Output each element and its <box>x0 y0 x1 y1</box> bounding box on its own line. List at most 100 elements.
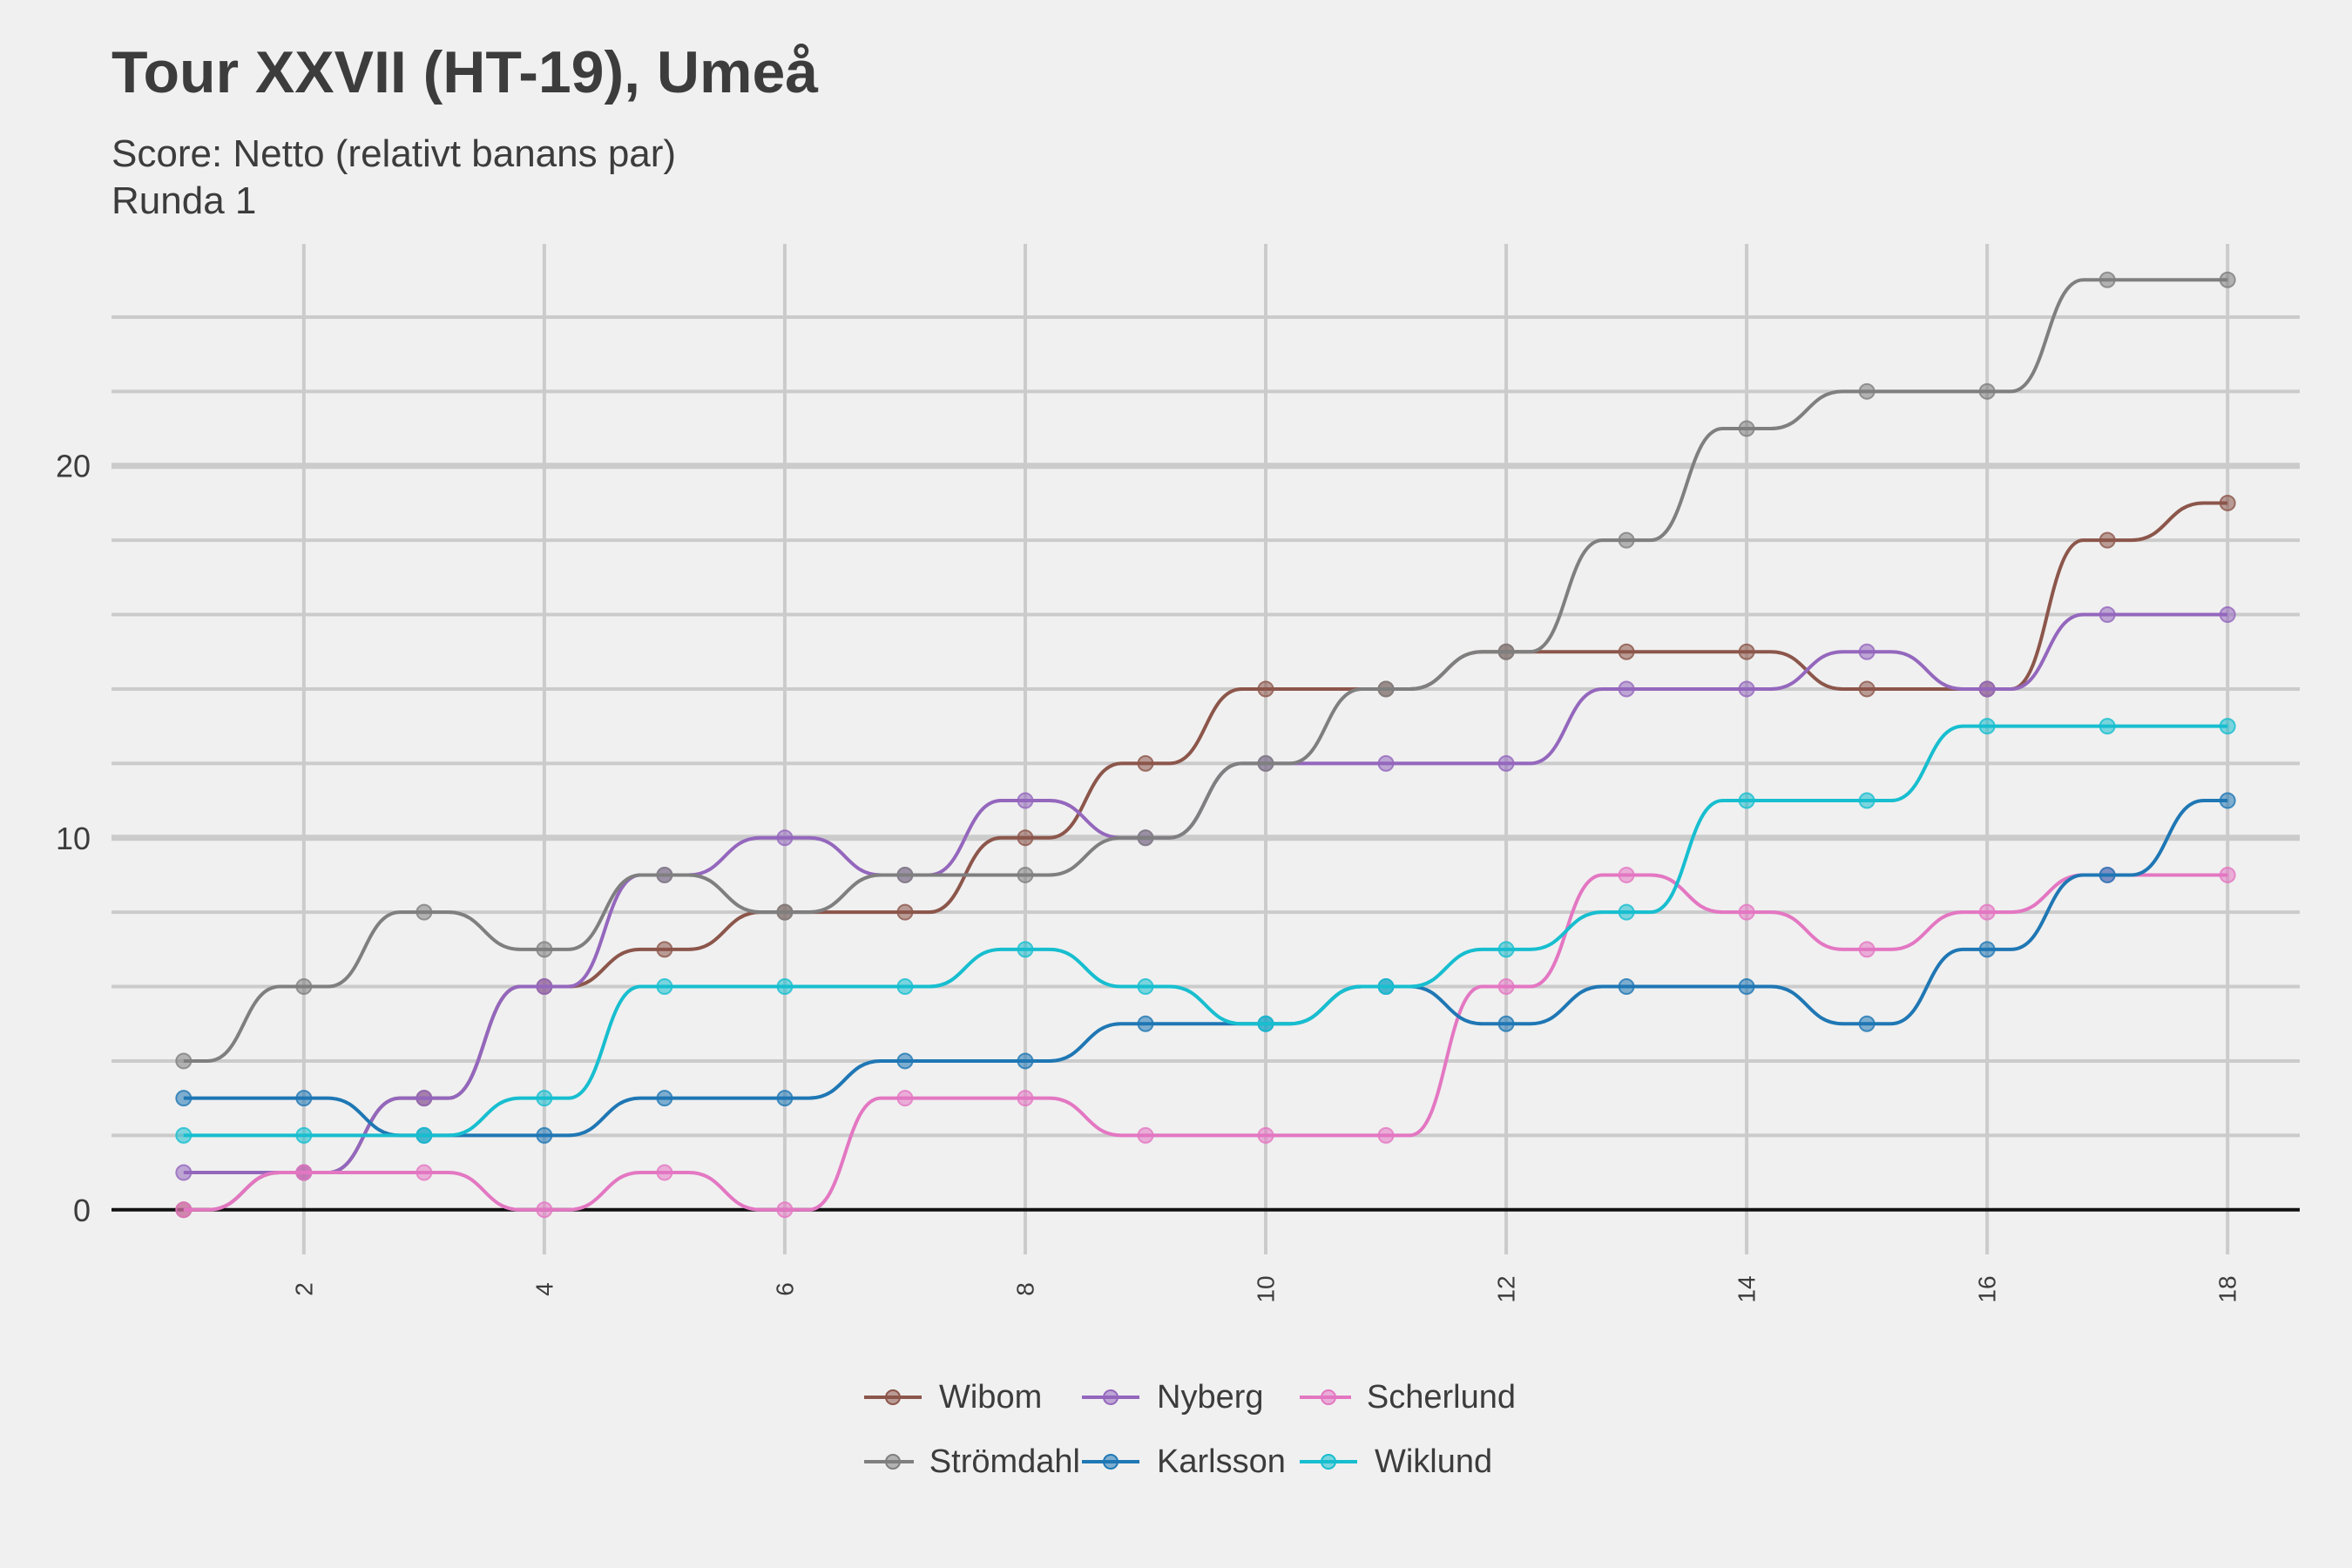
legend-label: Wiklund <box>1375 1443 1493 1480</box>
data-point <box>1017 829 1034 847</box>
data-point <box>175 1090 193 1107</box>
legend-label: Scherlund <box>1366 1378 1516 1416</box>
data-point <box>1618 680 1635 698</box>
chart-subtitle: Score: Netto (relativt banans par) Runda… <box>112 131 676 225</box>
data-point <box>896 866 914 883</box>
y-tick-label: 0 <box>73 1193 91 1228</box>
legend-item-strömdahl: Strömdahl <box>862 1441 1080 1483</box>
legend-label: Karlsson <box>1157 1443 1286 1480</box>
data-point <box>536 1126 553 1144</box>
data-point <box>1017 941 1034 958</box>
data-point <box>1738 978 1755 996</box>
data-point <box>2099 531 2116 549</box>
data-point <box>1257 1126 1274 1144</box>
data-point <box>1858 792 1876 809</box>
data-point <box>1497 754 1515 772</box>
x-tick-label: 16 <box>1974 1275 2001 1302</box>
data-point <box>1738 680 1755 698</box>
data-point <box>1017 1090 1034 1107</box>
legend-item-wiklund: Wiklund <box>1298 1441 1516 1483</box>
data-point <box>1377 1126 1395 1144</box>
series-line <box>183 724 2228 1138</box>
data-point <box>1738 903 1755 921</box>
data-point <box>416 1126 433 1144</box>
data-point <box>1618 978 1635 996</box>
x-tick-label: 18 <box>2214 1275 2241 1302</box>
data-point <box>2219 606 2236 624</box>
data-point <box>536 1201 553 1219</box>
data-point <box>175 1201 193 1219</box>
series-wiklund <box>175 718 2236 1144</box>
y-tick-label: 20 <box>56 449 91 484</box>
data-point <box>1377 754 1395 772</box>
data-point <box>536 1090 553 1107</box>
x-tick-label: 14 <box>1734 1275 1761 1302</box>
data-point <box>1137 829 1154 847</box>
data-point <box>1738 420 1755 437</box>
legend-item-scherlund: Scherlund <box>1298 1376 1516 1418</box>
legend-swatch <box>1082 1454 1139 1470</box>
subtitle-line-score: Score: Netto (relativt banans par) <box>112 132 677 175</box>
data-point <box>1257 754 1274 772</box>
data-point <box>536 941 553 958</box>
legend: Wibom Nyberg Scherlund Strömdahl Karlsson Wik… <box>862 1376 1516 1483</box>
data-point <box>2219 792 2236 809</box>
data-point <box>2219 718 2236 735</box>
legend-label: Wibom <box>939 1378 1043 1416</box>
data-point <box>2099 606 2116 624</box>
data-point <box>295 978 313 996</box>
data-point <box>1257 680 1274 698</box>
data-point <box>656 1164 673 1181</box>
data-point <box>1497 643 1515 660</box>
legend-item-karlsson: Karlsson <box>1080 1441 1298 1483</box>
grid-layer <box>112 244 2300 1254</box>
data-point <box>1738 643 1755 660</box>
data-point <box>1858 382 1876 400</box>
data-point <box>2219 271 2236 288</box>
data-point <box>776 903 794 921</box>
data-point <box>2099 866 2116 883</box>
data-point <box>656 866 673 883</box>
data-point <box>416 1090 433 1107</box>
legend-swatch <box>864 1454 914 1470</box>
data-point <box>1858 1015 1876 1032</box>
data-point <box>1377 680 1395 698</box>
data-point <box>1858 643 1876 660</box>
data-point <box>1978 680 1996 698</box>
x-tick-label: 2 <box>290 1282 317 1296</box>
legend-label: Nyberg <box>1157 1378 1264 1416</box>
data-point <box>1017 792 1034 809</box>
series-nyberg <box>175 606 2236 1181</box>
series-strömdahl <box>175 271 2236 1070</box>
data-point <box>1497 1015 1515 1032</box>
axis-layer: 0 10 20 2 4 6 8 10 12 14 16 18 <box>56 449 2300 1303</box>
legend-swatch <box>1300 1454 1357 1470</box>
subtitle-line-round: Runda 1 <box>112 179 257 222</box>
series-line <box>183 501 2228 1212</box>
data-point <box>295 1164 313 1181</box>
data-point <box>896 903 914 921</box>
data-point <box>1978 903 1996 921</box>
series-line <box>183 873 2228 1212</box>
data-point <box>656 978 673 996</box>
data-point <box>896 978 914 996</box>
data-point <box>416 1164 433 1181</box>
data-point <box>776 1090 794 1107</box>
data-point <box>1858 680 1876 698</box>
data-point <box>1978 382 1996 400</box>
data-point <box>416 903 433 921</box>
data-point <box>536 978 553 996</box>
data-point <box>656 941 673 958</box>
data-point <box>2219 494 2236 511</box>
data-point <box>1137 754 1154 772</box>
series-line <box>183 799 2228 1138</box>
legend-swatch <box>864 1389 922 1405</box>
data-point <box>1017 866 1034 883</box>
data-point <box>1618 531 1635 549</box>
series-line <box>183 278 2228 1063</box>
series-line <box>183 612 2228 1175</box>
data-point <box>1497 978 1515 996</box>
data-point <box>1618 866 1635 883</box>
data-point <box>1497 941 1515 958</box>
